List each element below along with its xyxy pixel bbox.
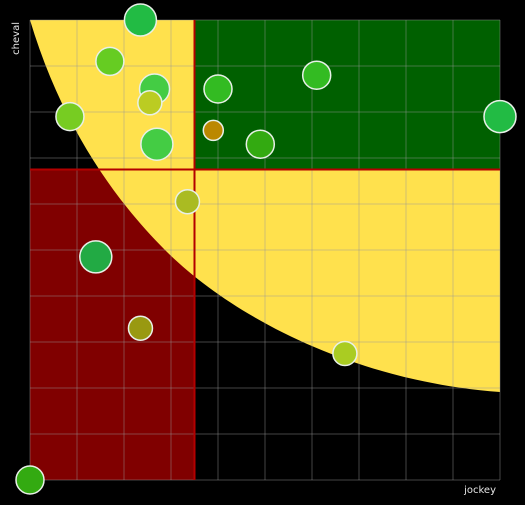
data-point	[332, 340, 358, 367]
region-top-right	[194, 20, 500, 170]
data-point	[95, 46, 125, 77]
data-point	[15, 465, 45, 495]
data-point	[483, 99, 517, 134]
data-point	[245, 129, 276, 159]
grid	[29, 19, 501, 481]
data-point	[55, 101, 85, 132]
data-point	[203, 74, 233, 104]
data-point	[174, 188, 201, 215]
x-axis-label: jockey	[463, 485, 496, 496]
data-point	[301, 60, 332, 90]
data-point	[127, 315, 154, 341]
data-points	[15, 3, 517, 495]
data-point	[140, 127, 174, 161]
data-point	[123, 3, 158, 37]
y-axis-label: cheval	[11, 22, 22, 55]
data-point	[202, 119, 225, 142]
data-point	[79, 240, 113, 274]
data-point	[137, 90, 163, 116]
